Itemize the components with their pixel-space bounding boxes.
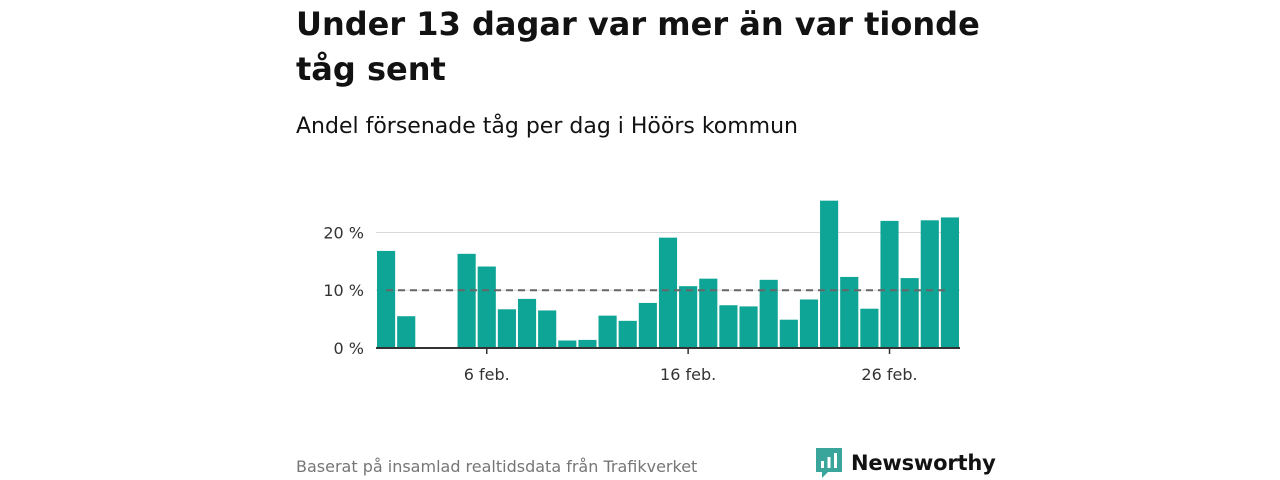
y-tick-label: 10 % [323,281,364,300]
bar [578,339,597,348]
bar [517,298,537,348]
bar [377,250,396,348]
x-tick-label: 6 feb. [464,365,510,384]
bar [558,340,577,348]
bar [840,276,859,348]
source-note: Baserat på insamlad realtidsdata från Tr… [296,457,698,476]
bar [719,305,738,348]
bar-chart-svg: 0 % 10 % 20 % 6 feb. 16 feb. 26 feb. [323,200,960,384]
bar [880,220,899,348]
bar [658,237,678,348]
bar [739,306,758,348]
bar [638,302,657,348]
newsworthy-logo-icon [816,448,842,478]
x-tick-label: 26 feb. [861,365,917,384]
bar [820,200,839,348]
bar [940,217,959,348]
y-tick-label: 20 % [323,223,364,242]
brand-name: Newsworthy [851,451,996,475]
chart-card: Under 13 dagar var mer än var tionde tåg… [296,0,986,480]
bar [457,253,476,348]
bar [538,310,557,348]
bar [397,316,416,348]
x-tick-label: 16 feb. [660,365,716,384]
bar [920,220,939,348]
brand-logo: Newsworthy [814,446,996,480]
bar [618,320,637,348]
bar [679,286,698,348]
bar [860,308,879,348]
bar [779,319,798,348]
bar [759,279,778,348]
bar [900,278,919,348]
chart-title: Under 13 dagar var mer än var tionde tåg… [296,5,980,88]
bar-chart: 0 % 10 % 20 % 6 feb. 16 feb. 26 feb. [296,180,976,400]
bar [699,278,718,348]
bar [497,309,516,348]
bar [598,315,617,348]
y-tick-label: 0 % [334,339,364,358]
bar [477,266,496,348]
bar [799,299,819,348]
chart-subtitle: Andel försenade tåg per dag i Höörs komm… [296,114,799,139]
